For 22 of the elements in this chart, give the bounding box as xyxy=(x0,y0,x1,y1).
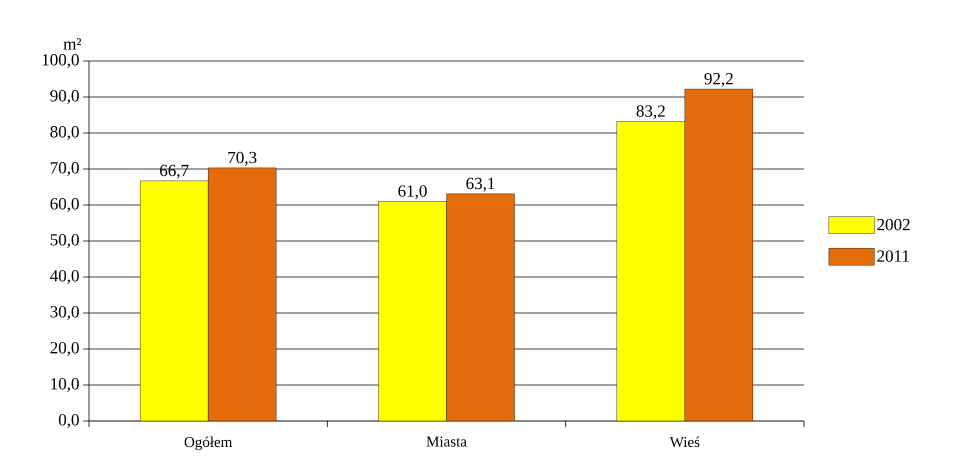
y-tick-label: 10,0 xyxy=(51,378,79,392)
data-label: 83,2 xyxy=(636,105,665,120)
y-axis-title: m² xyxy=(64,38,82,50)
y-tick-label: 70,0 xyxy=(50,162,79,176)
y-tick-label: 60,0 xyxy=(50,198,79,212)
y-tick-label: 20,0 xyxy=(50,342,79,356)
y-tick-label: 80,0 xyxy=(50,126,79,140)
y-tick-label: 50,0 xyxy=(50,234,79,248)
legend-label: 2002 xyxy=(877,218,910,230)
data-label: 61,0 xyxy=(398,185,427,200)
data-label: 70,3 xyxy=(228,152,256,166)
x-tick-label: Ogółem xyxy=(184,436,232,450)
x-tick-label: Miasta xyxy=(426,436,467,447)
x-tick-label: Wieś xyxy=(670,436,700,448)
legend-label: 2011 xyxy=(877,250,909,262)
y-tick-label: 100,0 xyxy=(42,54,79,68)
y-tick-label: 30,0 xyxy=(50,306,79,320)
y-tick-label: 90,0 xyxy=(50,90,79,104)
y-tick-label: 0,0 xyxy=(58,414,79,428)
data-label: 92,2 xyxy=(704,73,733,87)
y-tick-label: 40,0 xyxy=(50,270,79,284)
data-label: 63,1 xyxy=(466,178,494,192)
